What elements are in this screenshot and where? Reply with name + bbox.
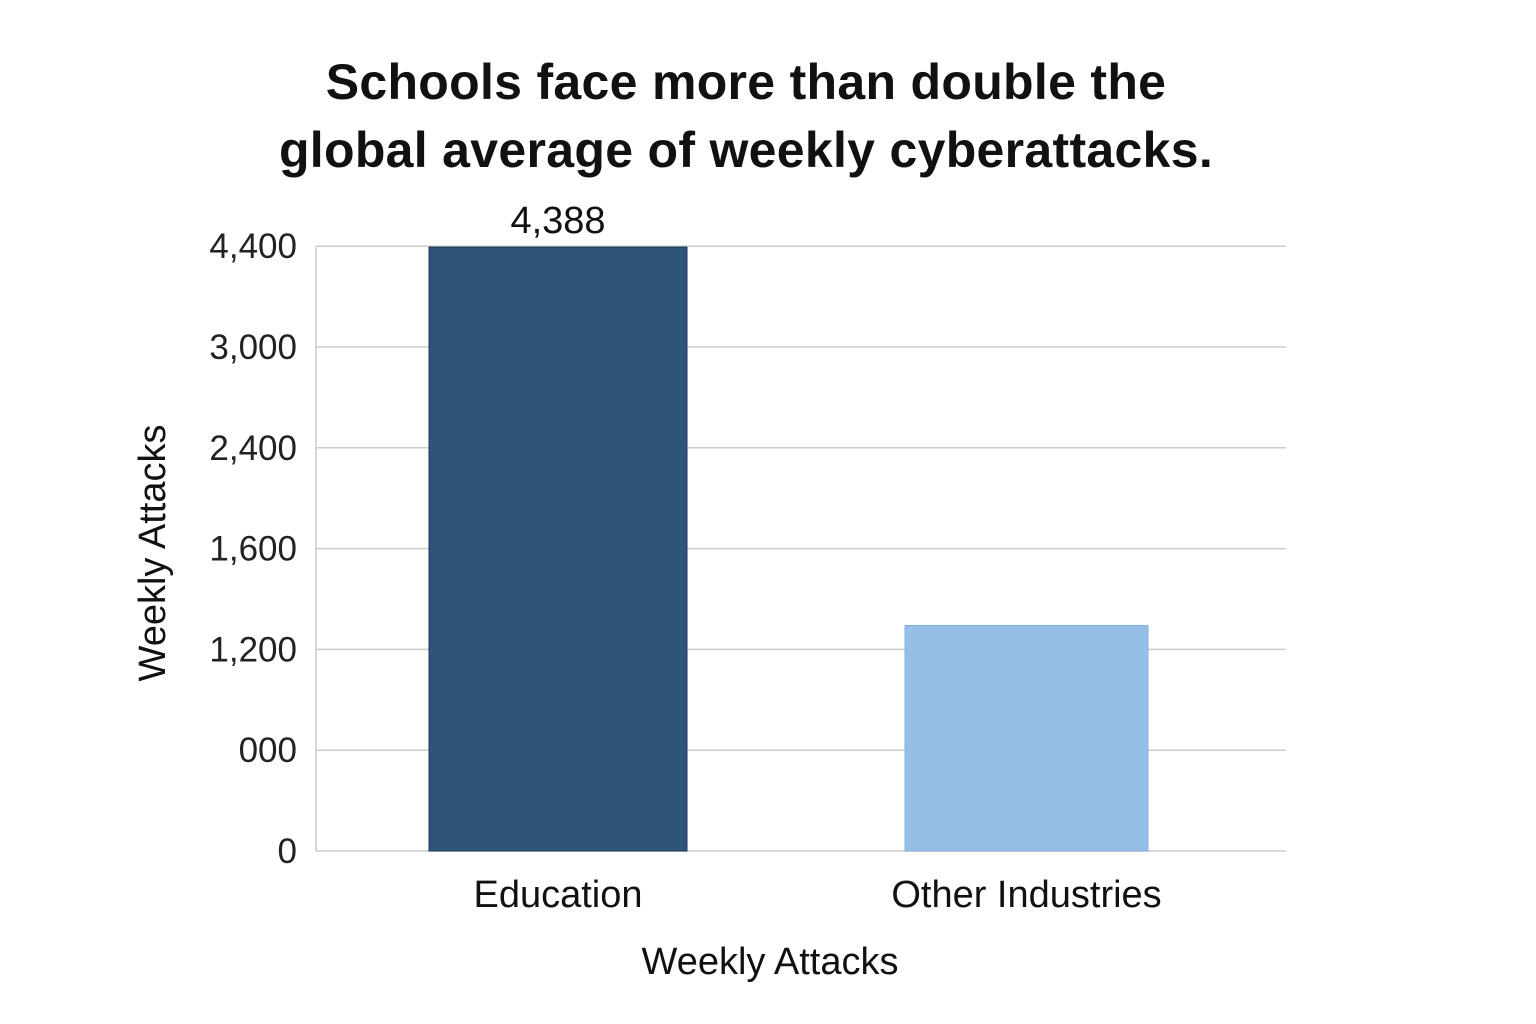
chart-title-line-1: Schools face more than double the	[325, 54, 1167, 110]
y-tick-label: 000	[239, 731, 297, 770]
category-labels: Education Other Industries	[473, 874, 1161, 916]
x-axis-label: Weekly Attacks	[642, 941, 899, 983]
y-tick-label: 1,600	[209, 530, 297, 569]
y-tick-label: 4,400	[209, 227, 297, 266]
x-tick-label: Education	[473, 874, 642, 916]
chart-title-line-2: global average of weekly cyberattacks.	[278, 122, 1214, 178]
y-tick-label: 0	[278, 832, 297, 871]
bars: 4,388	[428, 200, 1149, 852]
x-tick-label: Other Industries	[891, 874, 1161, 916]
y-tick-label: 3,000	[209, 328, 297, 367]
bar-other-industries	[904, 624, 1149, 852]
y-tick-label: 1,200	[209, 630, 297, 669]
y-tick-label: 2,400	[209, 429, 297, 468]
y-axis-label: Weekly Attacks	[132, 425, 174, 682]
data-label: 4,388	[510, 200, 605, 242]
chart-title: Schools face more than double the global…	[0, 48, 1492, 184]
bar-education	[428, 246, 688, 852]
